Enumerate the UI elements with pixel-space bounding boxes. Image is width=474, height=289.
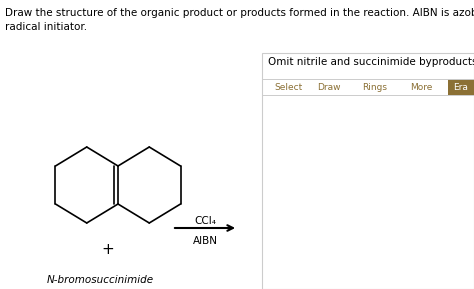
Text: CCl₄: CCl₄ — [194, 216, 216, 226]
Text: More: More — [410, 82, 432, 92]
Text: Draw: Draw — [317, 82, 340, 92]
Text: Era: Era — [454, 82, 468, 92]
Text: radical initiator.: radical initiator. — [5, 22, 87, 32]
Text: Omit nitrile and succinimide byproducts.: Omit nitrile and succinimide byproducts. — [268, 57, 474, 67]
Text: Select: Select — [274, 82, 302, 92]
Text: Rings: Rings — [362, 82, 387, 92]
Bar — [262, 53, 474, 289]
Bar — [448, 79, 474, 95]
Text: Draw the structure of the organic product or products formed in the reaction. AI: Draw the structure of the organic produc… — [5, 8, 474, 18]
Text: N-bromosuccinimide: N-bromosuccinimide — [46, 275, 154, 285]
Text: +: + — [101, 242, 114, 257]
Text: AIBN: AIBN — [192, 236, 218, 246]
